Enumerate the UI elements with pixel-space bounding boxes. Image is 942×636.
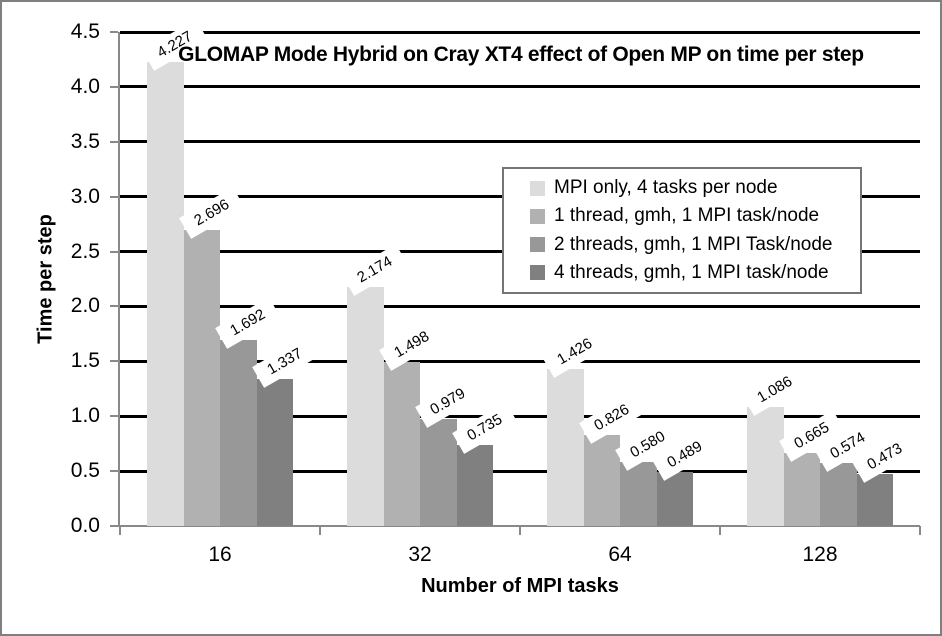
x-axis-title: Number of MPI tasks [421, 575, 619, 597]
y-tick-label: 4.0 [70, 74, 100, 98]
y-axis-tick [110, 360, 118, 363]
legend-label: 4 threads, gmh, 1 MPI task/node [554, 261, 829, 283]
gridline [120, 85, 920, 89]
legend-swatch-icon [530, 208, 545, 224]
bar [547, 369, 584, 526]
bar [220, 340, 257, 526]
gridline [120, 414, 920, 418]
legend-label: MPI only, 4 tasks per node [554, 177, 778, 199]
x-tick-label: 16 [208, 543, 232, 566]
chart-title: GLOMAP Mode Hybrid on Cray XT4 effect of… [178, 43, 864, 66]
legend-item: 4 threads, gmh, 1 MPI task/node [530, 262, 856, 284]
x-axis-tick [119, 526, 121, 535]
bar [620, 462, 657, 526]
y-axis-tick [110, 31, 118, 33]
gridline [120, 359, 920, 363]
y-tick-label: 1.5 [70, 349, 100, 373]
y-axis-title: Time per step [34, 214, 57, 344]
y-axis-tick [110, 195, 118, 198]
legend-item: 2 threads, gmh, 1 MPI Task/node [530, 234, 856, 256]
y-axis-tick [110, 85, 118, 88]
y-tick-label: 3.0 [70, 184, 100, 208]
legend-swatch-icon [530, 265, 545, 281]
bar [783, 452, 820, 526]
bar [856, 474, 893, 526]
gridline [120, 469, 920, 473]
y-axis-line [118, 32, 120, 527]
x-axis-tick [919, 526, 921, 535]
legend-swatch-icon [530, 237, 545, 253]
legend-swatch-icon [530, 180, 545, 196]
gridline [120, 30, 920, 34]
x-axis-tick [319, 526, 321, 535]
bar [347, 287, 384, 526]
legend-label: 2 threads, gmh, 1 MPI Task/node [554, 233, 833, 255]
y-tick-label: 3.5 [70, 129, 100, 153]
y-axis-tick [110, 250, 118, 253]
bar [256, 379, 293, 526]
y-axis-tick [110, 525, 118, 527]
y-tick-label: 0.0 [70, 514, 100, 537]
legend-item: 1 thread, gmh, 1 MPI task/node [530, 205, 856, 227]
bar [183, 230, 220, 526]
bar [820, 462, 857, 526]
bar [583, 435, 620, 526]
legend-label: 1 thread, gmh, 1 MPI task/node [554, 205, 820, 227]
bar [747, 406, 784, 526]
y-axis-tick [110, 140, 118, 143]
bar [147, 61, 184, 526]
y-tick-label: 0.5 [70, 459, 100, 483]
bar [456, 445, 493, 526]
gridline [120, 140, 920, 144]
bar [656, 472, 693, 526]
legend: MPI only, 4 tasks per node 1 thread, gmh,… [502, 167, 862, 294]
gridline [120, 304, 920, 308]
y-axis-tick [110, 305, 118, 308]
bar [383, 361, 420, 526]
x-axis-tick [519, 526, 521, 535]
y-tick-label: 4.5 [70, 20, 100, 43]
y-tick-label: 2.0 [70, 294, 100, 318]
y-tick-label: 2.5 [70, 239, 100, 263]
x-tick-label: 64 [608, 543, 632, 566]
x-axis-tick [719, 526, 721, 535]
x-tick-label: 32 [408, 543, 432, 566]
y-axis-tick [110, 415, 118, 418]
y-axis-tick [110, 470, 118, 473]
x-tick-label: 128 [802, 543, 838, 566]
bar [420, 418, 457, 526]
y-tick-label: 1.0 [70, 404, 100, 428]
legend-item: MPI only, 4 tasks per node [530, 177, 856, 199]
